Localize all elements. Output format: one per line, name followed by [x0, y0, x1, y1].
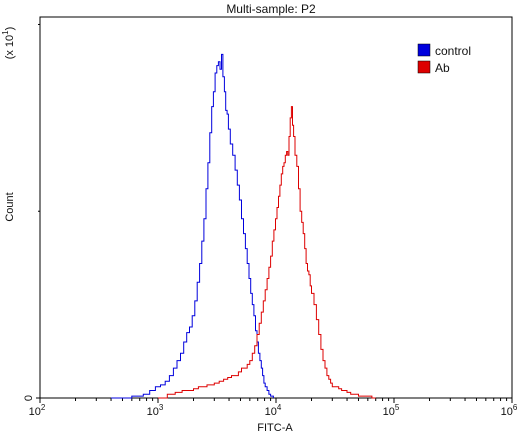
legend-swatch-control — [417, 43, 431, 57]
x-axis: 102 103 104 105 106 — [29, 398, 518, 418]
chart-title: Multi-sample: P2 — [226, 2, 316, 16]
series-line-ab — [158, 106, 376, 399]
y-multiplier-text: (x 10 — [4, 35, 16, 59]
x-tick-label: 106 — [501, 403, 518, 418]
svg-text:(x 101): (x 101) — [1, 27, 16, 60]
x-tick-label: 105 — [383, 403, 400, 418]
series-line-control — [111, 53, 274, 399]
legend: control Ab — [417, 43, 471, 75]
x-tick-label: 103 — [147, 403, 164, 418]
legend-swatch-ab — [417, 60, 431, 74]
x-axis-label: FITC-A — [257, 422, 293, 434]
y-multiplier-label: (x 101) — [1, 27, 16, 60]
y-multiplier-exponent: 1 — [1, 30, 10, 35]
legend-label-ab: Ab — [435, 61, 450, 75]
x-tick-label: 102 — [29, 403, 46, 418]
y-axis: 020406080100 — [23, 23, 40, 401]
y-tick-label: 0 — [23, 395, 35, 401]
series-group — [111, 53, 376, 399]
legend-label-control: control — [435, 44, 471, 58]
x-tick-label: 104 — [265, 403, 282, 418]
y-axis-label: Count — [4, 192, 16, 221]
